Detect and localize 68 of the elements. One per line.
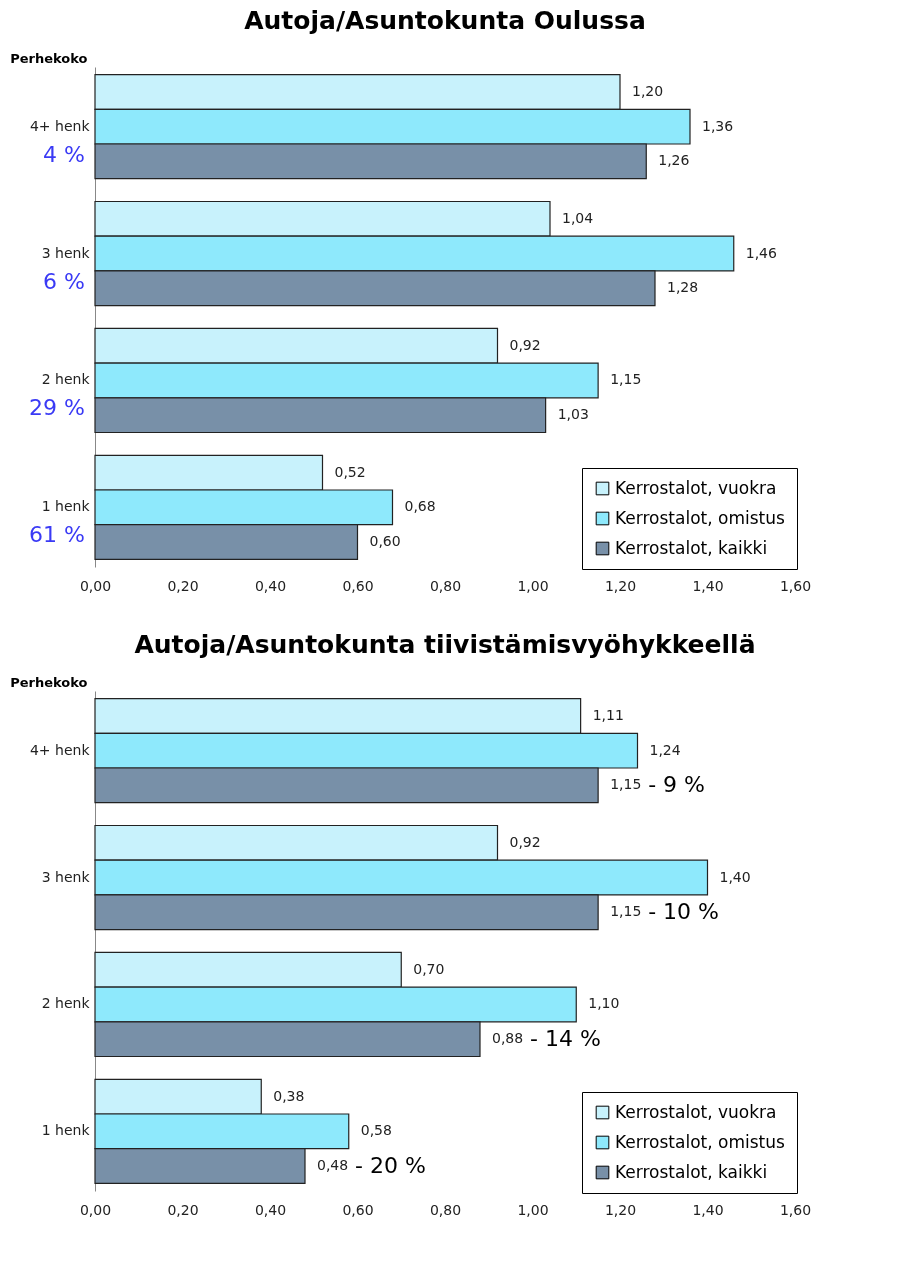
annotation: - 20 % xyxy=(355,1153,426,1179)
x-tick-label: 1,40 xyxy=(692,1201,724,1218)
text: 29 % xyxy=(29,395,85,421)
legend-label: Kerrostalot, vuokra xyxy=(615,1101,777,1122)
x-tick-label: 1,20 xyxy=(604,1201,637,1218)
text: 6 % xyxy=(43,268,85,294)
x-tick-label: 1,20 xyxy=(604,577,637,594)
data-label: 1,28 xyxy=(667,279,699,296)
annotation: - 10 % xyxy=(648,899,719,925)
x-tick-label: 1,00 xyxy=(517,577,549,594)
y-axis-title: Perhekoko xyxy=(10,50,88,66)
y-tick-label: 1 henk xyxy=(41,1122,91,1139)
data-label: 1,15 xyxy=(610,776,642,793)
x-tick-label: 0,80 xyxy=(429,577,462,594)
x-tick-label: 0,60 xyxy=(342,1201,374,1218)
x-tick-label: 1,00 xyxy=(517,1201,549,1218)
data-label: 1,15 xyxy=(610,903,642,920)
chart-title: Autoja/Asuntokunta tiivistämisvyöhykkeellä xyxy=(134,630,756,659)
data-label: 0,70 xyxy=(413,960,445,977)
data-label: 0,88 xyxy=(492,1030,524,1047)
legend-label: Kerrostalot, kaikki xyxy=(615,537,768,558)
data-label: 1,46 xyxy=(745,244,778,261)
data-label: 0,52 xyxy=(334,463,366,480)
x-tick-label: 0,00 xyxy=(79,577,112,594)
annotation: - 14 % xyxy=(530,1026,601,1052)
data-label: 1,40 xyxy=(719,868,751,885)
y-tick-label: 3 henk xyxy=(41,244,91,261)
x-tick-label: 0,40 xyxy=(254,1201,287,1218)
text: 61 % xyxy=(29,522,85,548)
data-label: 1,24 xyxy=(649,741,681,758)
legend-label: Kerrostalot, vuokra xyxy=(615,477,777,498)
data-label: 0,92 xyxy=(509,336,541,353)
chart-title: Autoja/Asuntokunta Oulussa xyxy=(244,6,646,35)
x-tick-label: 0,00 xyxy=(79,1201,112,1218)
x-tick-label: 0,60 xyxy=(342,577,374,594)
data-label: 0,48 xyxy=(317,1157,349,1174)
x-tick-label: 0,80 xyxy=(429,1201,462,1218)
data-label: 1,36 xyxy=(702,117,734,134)
y-tick-label: 2 henk xyxy=(41,371,91,388)
y-tick-label: 4+ henk xyxy=(29,117,91,134)
legend-label: Kerrostalot, omistus xyxy=(615,1131,785,1152)
y-axis-title: Perhekoko xyxy=(10,674,88,690)
data-label: 1,03 xyxy=(557,406,589,423)
legend-label: Kerrostalot, kaikki xyxy=(615,1161,768,1182)
data-label: 1,26 xyxy=(658,152,690,169)
data-label: 1,04 xyxy=(562,209,594,226)
y-tick-label: 4+ henk xyxy=(29,741,91,758)
data-label: 0,60 xyxy=(369,533,401,550)
y-tick-label: 2 henk xyxy=(41,995,91,1012)
data-label: 1,11 xyxy=(592,706,624,723)
x-tick-label: 0,40 xyxy=(254,577,287,594)
data-label: 0,38 xyxy=(273,1087,305,1104)
x-tick-label: 0,20 xyxy=(167,577,199,594)
x-tick-label: 1,60 xyxy=(779,577,812,594)
data-label: 0,68 xyxy=(404,498,436,515)
annotation: - 9 % xyxy=(648,772,705,798)
y-tick-label: 1 henk xyxy=(41,498,91,515)
data-label: 0,58 xyxy=(360,1122,392,1139)
data-label: 1,10 xyxy=(588,995,620,1012)
text: 4 % xyxy=(43,141,85,167)
x-tick-label: 1,60 xyxy=(779,1201,812,1218)
y-tick-label: 3 henk xyxy=(41,868,91,885)
data-label: 1,15 xyxy=(610,371,642,388)
legend-label: Kerrostalot, omistus xyxy=(615,507,785,528)
data-label: 0,92 xyxy=(509,833,541,850)
x-tick-label: 0,20 xyxy=(167,1201,199,1218)
data-label: 1,20 xyxy=(632,82,664,99)
x-tick-label: 1,40 xyxy=(692,577,724,594)
